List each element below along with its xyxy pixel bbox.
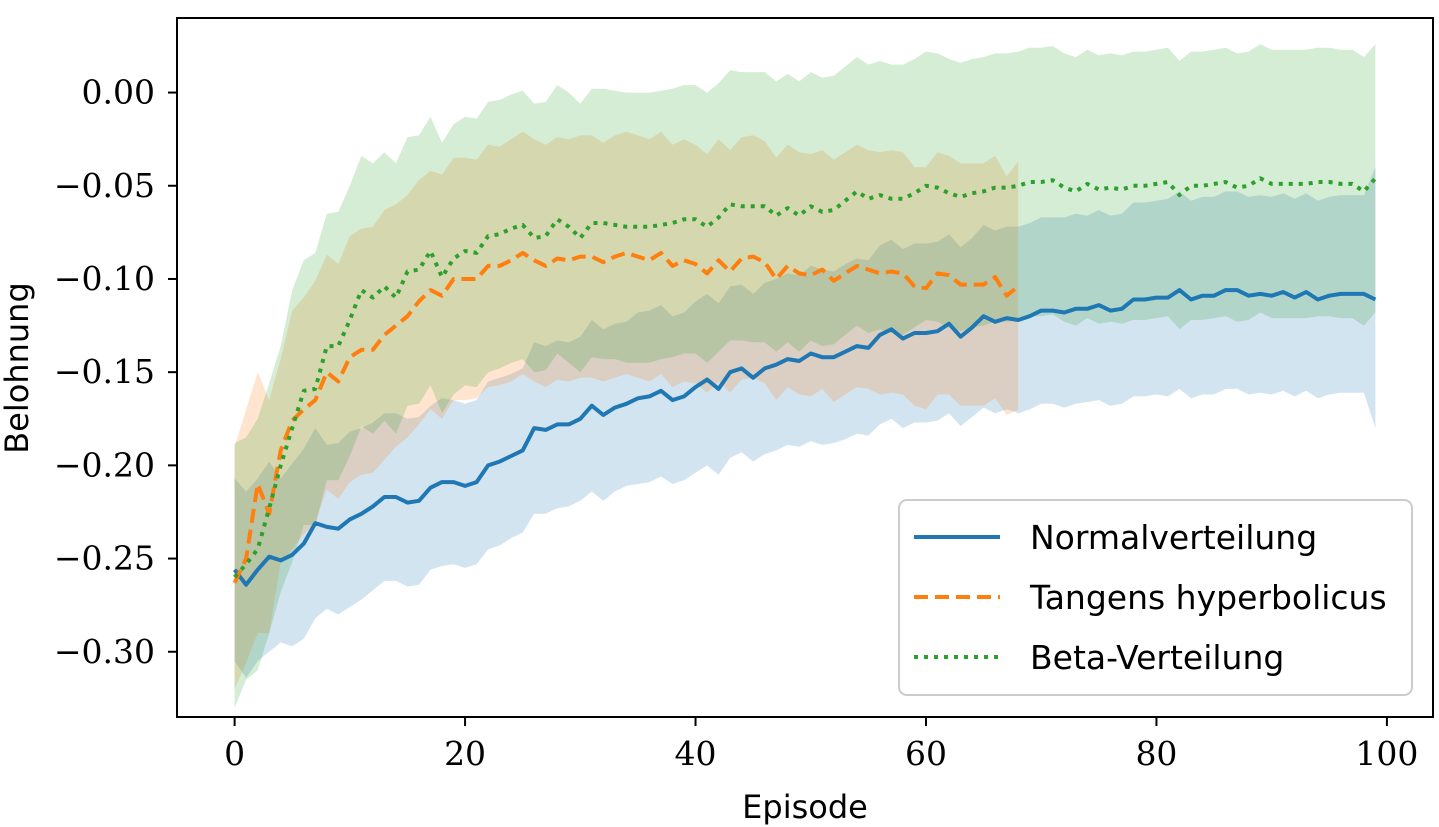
legend-label-beta-verteilung: Beta-Verteilung <box>1030 638 1284 677</box>
x-tick-label: 60 <box>905 734 947 773</box>
series-lines <box>232 176 1377 587</box>
y-tick-label: 0.00 <box>82 73 155 112</box>
y-tick-label: −0.05 <box>54 166 155 205</box>
legend: Normalverteilung Tangens hyperbolicus Be… <box>898 499 1413 696</box>
y-axis-label: Belohnung <box>0 282 36 454</box>
axes: 0 20 40 60 80 100 0.00 −0.05 −0.10 −0.15 −0.20 −0.… <box>0 17 1434 826</box>
line-beta-verteilung <box>233 176 1377 579</box>
legend-box <box>898 499 1413 696</box>
band-normalverteilung <box>234 167 1376 678</box>
x-tick-label: 0 <box>224 734 245 773</box>
legend-label-tangens-hyperbolicus: Tangens hyperbolicus <box>1029 578 1387 617</box>
x-axis-label: Episode <box>742 788 868 826</box>
y-tick-label: −0.20 <box>54 445 155 484</box>
y-tick-label: −0.25 <box>54 539 155 578</box>
line-tangens-hyperbolicus <box>232 250 1020 584</box>
y-tick-label: −0.30 <box>54 632 155 671</box>
line-normalverteilung <box>233 288 1377 587</box>
x-tick-label: 20 <box>444 734 486 773</box>
plot-frame <box>176 17 1434 718</box>
x-ticks: 0 20 40 60 80 100 <box>224 717 1418 773</box>
x-tick-label: 100 <box>1355 734 1418 773</box>
band-beta-verteilung <box>234 44 1376 708</box>
y-tick-label: −0.15 <box>54 352 155 391</box>
x-tick-label: 80 <box>1135 734 1177 773</box>
legend-label-normalverteilung: Normalverteilung <box>1030 518 1317 557</box>
y-ticks: 0.00 −0.05 −0.10 −0.15 −0.20 −0.25 −0.30 <box>54 73 177 671</box>
y-tick-label: −0.10 <box>54 259 155 298</box>
x-tick-label: 40 <box>675 734 717 773</box>
